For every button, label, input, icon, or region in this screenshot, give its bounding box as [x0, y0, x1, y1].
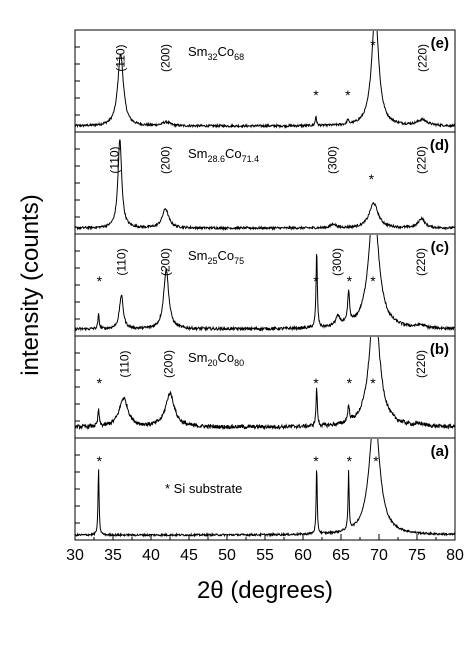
- composition-label: Sm32Co68: [188, 44, 244, 62]
- peak-index-label: (200): [161, 350, 175, 378]
- peak-index-label: (300): [326, 146, 340, 174]
- spectrum-line: [75, 235, 455, 332]
- substrate-peak-star: *: [373, 453, 379, 469]
- peak-index-label: (220): [415, 44, 429, 72]
- composition-label: Sm25Co75: [188, 248, 244, 266]
- substrate-peak-star: *: [97, 273, 103, 289]
- substrate-peak-star: *: [347, 453, 353, 469]
- x-tick-label: 65: [332, 547, 350, 564]
- panel-e: (e) Sm32Co68 (110) (200) (220) * * *: [74, 29, 456, 133]
- substrate-peak-star: *: [313, 453, 319, 469]
- substrate-peak-star: *: [370, 37, 376, 53]
- substrate-note: * Si substrate: [165, 481, 242, 496]
- x-tick-label: 30: [66, 547, 84, 564]
- x-tick-label: 55: [256, 547, 274, 564]
- substrate-peak-star: *: [347, 375, 353, 391]
- x-axis-ticks: 30 35 40 45 50 55 60 65 70 75 80: [66, 534, 464, 564]
- x-tick-label: 50: [218, 547, 236, 564]
- substrate-peak-star: *: [313, 87, 319, 103]
- spectrum-line: [75, 31, 455, 129]
- panel-frame: [74, 131, 456, 235]
- peak-index-label: (220): [415, 146, 429, 174]
- peak-index-label: (110): [114, 248, 128, 275]
- substrate-peak-star: *: [313, 375, 319, 391]
- x-tick-label: 80: [446, 547, 464, 564]
- peak-index-label: (220): [414, 248, 428, 276]
- substrate-peak-star: *: [97, 453, 103, 469]
- peak-index-label: (200): [158, 146, 172, 174]
- x-tick-label: 75: [408, 547, 426, 564]
- x-tick-label: 35: [104, 547, 122, 564]
- x-tick-label: 45: [180, 547, 198, 564]
- panel-letter: (c): [431, 239, 449, 256]
- panel-frame: [74, 29, 456, 133]
- panel-frame: [74, 335, 456, 439]
- x-axis-title: 2θ (degrees): [197, 577, 333, 604]
- y-axis-title: intensity (counts): [17, 194, 44, 375]
- panels-layer: (e) Sm32Co68 (110) (200) (220) * * * (d) Sm28.6Co…: [74, 29, 456, 541]
- spectrum-line: [75, 337, 455, 431]
- substrate-peak-star: *: [97, 375, 103, 391]
- x-tick-label: 40: [142, 547, 160, 564]
- x-tick-label: 60: [294, 547, 312, 564]
- panel-letter: (e): [431, 35, 449, 52]
- substrate-peak-star: *: [369, 171, 375, 187]
- panel-letter: (b): [430, 341, 449, 358]
- panel-a: (a) * Si substrate * * * *: [74, 437, 456, 541]
- panel-c: (c) Sm25Co75 (110) (200) (300) (220) * * * *: [74, 233, 456, 337]
- x-tick-label: 70: [370, 547, 388, 564]
- substrate-peak-star: *: [347, 273, 353, 289]
- peak-index-label: (110): [108, 146, 122, 173]
- peak-index-label: (110): [117, 350, 131, 377]
- peak-index-label: (110): [114, 44, 128, 71]
- spectrum-line: [75, 439, 455, 538]
- composition-label: Sm20Co80: [188, 350, 244, 368]
- panel-letter: (d): [430, 137, 449, 154]
- substrate-peak-star: *: [370, 375, 376, 391]
- peak-index-label: (200): [158, 248, 172, 276]
- substrate-peak-star: *: [345, 87, 351, 103]
- panel-frame: [74, 437, 456, 541]
- peak-index-label: (220): [414, 350, 428, 378]
- panel-d: (d) Sm28.6Co71.4 (110) (200) (300) (220) *: [74, 131, 456, 235]
- spectrum-line: [75, 139, 455, 232]
- panel-letter: (a): [431, 443, 449, 460]
- peak-index-label: (200): [158, 44, 172, 72]
- composition-label: Sm28.6Co71.4: [188, 146, 259, 164]
- substrate-peak-star: *: [313, 273, 319, 289]
- substrate-peak-star: *: [370, 273, 376, 289]
- peak-index-label: (300): [330, 248, 344, 276]
